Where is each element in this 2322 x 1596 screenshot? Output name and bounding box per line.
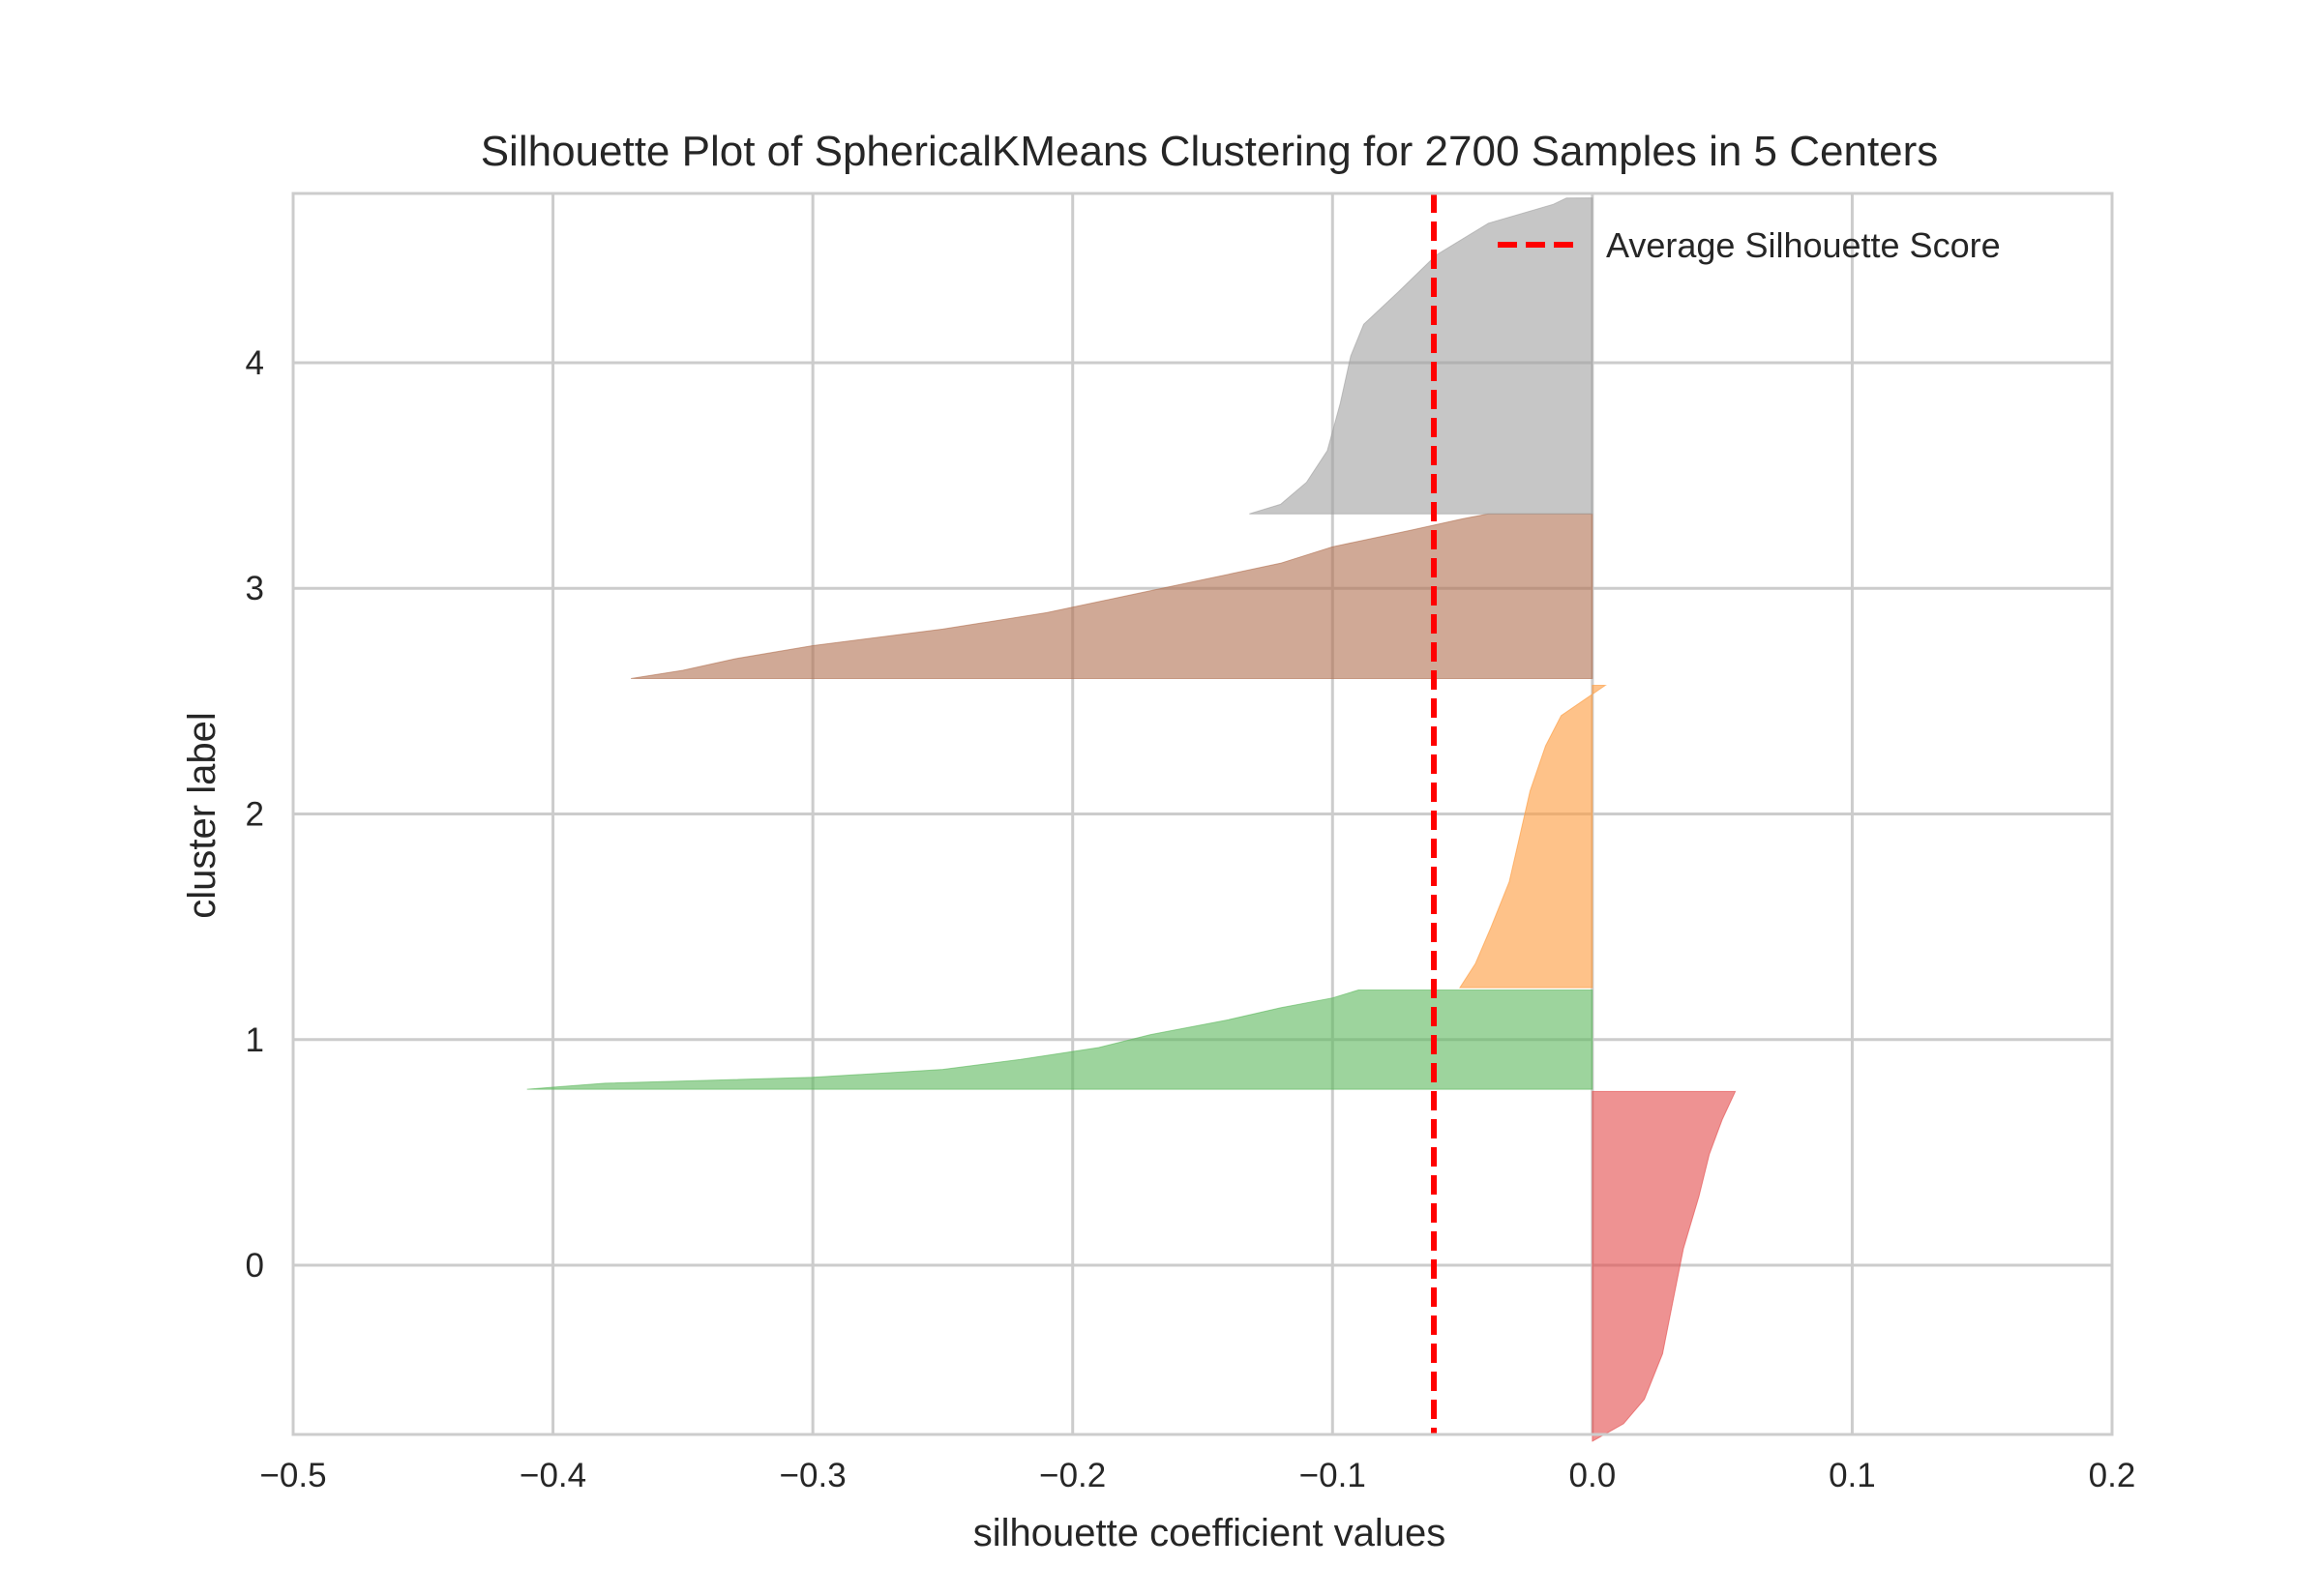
silhouette-cluster-3 [631, 513, 1593, 680]
silhouette-cluster-1 [526, 989, 1593, 1090]
y-tick-label: 4 [246, 344, 264, 382]
x-tick-label: −0.3 [780, 1457, 847, 1494]
y-tick-label: 1 [246, 1021, 264, 1059]
silhouette-cluster-4 [1249, 197, 1593, 515]
x-tick-label: −0.2 [1039, 1457, 1106, 1494]
x-tick-label: 0.0 [1569, 1457, 1617, 1494]
x-tick-label: 0.2 [2089, 1457, 2136, 1494]
y-tick-label: 2 [246, 796, 264, 834]
x-tick-label: −0.1 [1299, 1457, 1366, 1494]
legend: Average Silhouette Score [1498, 225, 2001, 265]
x-axis-label: silhouette coefficient values [973, 1512, 1445, 1554]
cluster-silhouettes [526, 197, 1737, 1442]
legend-label-average: Average Silhouette Score [1606, 225, 2001, 265]
x-tick-label: −0.5 [259, 1457, 326, 1494]
x-tick-label: 0.1 [1829, 1457, 1876, 1494]
y-tick-label: 3 [246, 570, 264, 607]
silhouette-cluster-0 [1592, 1090, 1737, 1442]
silhouette-cluster-2 [1458, 684, 1607, 989]
y-axis-label: cluster label [181, 712, 223, 918]
plot-frame [291, 192, 2114, 1436]
y-tick-label: 0 [246, 1247, 264, 1285]
y-tick-labels: 0 1 2 3 4 [246, 344, 264, 1285]
x-tick-label: −0.4 [520, 1457, 586, 1494]
x-tick-labels: −0.5 −0.4 −0.3 −0.2 −0.1 0.0 0.1 0.2 [259, 1457, 2135, 1494]
chart-title: Silhouette Plot of SphericalKMeans Clust… [481, 128, 1939, 175]
